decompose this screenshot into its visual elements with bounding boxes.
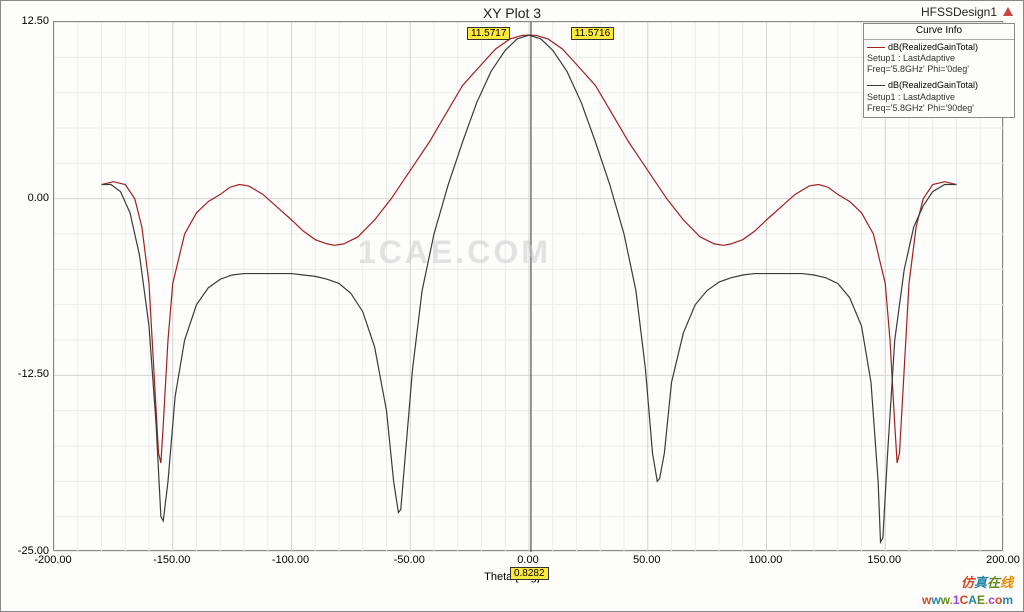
marker-label-left: 11.5717 bbox=[467, 27, 510, 40]
chart-title: XY Plot 3 bbox=[483, 5, 541, 21]
marker-label-xaxis: 0.8282 bbox=[510, 567, 549, 580]
legend-title: Curve Info bbox=[864, 24, 1014, 40]
plot-svg bbox=[54, 22, 1004, 552]
design-icon bbox=[1003, 7, 1013, 16]
legend-swatch-0 bbox=[867, 47, 885, 48]
legend-swatch-1 bbox=[867, 85, 885, 86]
chart-container: XY Plot 3 HFSSDesign1 Curve Info dB(Real… bbox=[0, 0, 1024, 612]
marker-label-right: 11.5716 bbox=[571, 27, 614, 40]
plot-area[interactable]: 1CAE.COM bbox=[53, 21, 1003, 551]
legend-item-0: dB(RealizedGainTotal) Setup1 : LastAdapt… bbox=[864, 40, 1014, 79]
legend-item-1: dB(RealizedGainTotal) Setup1 : LastAdapt… bbox=[864, 78, 1014, 117]
legend-box: Curve Info dB(RealizedGainTotal) Setup1 … bbox=[863, 23, 1015, 118]
watermark-url: www.1CAE.com bbox=[922, 593, 1013, 607]
design-label: HFSSDesign1 bbox=[921, 5, 997, 19]
watermark-cn: 仿真在线 bbox=[961, 572, 1013, 591]
